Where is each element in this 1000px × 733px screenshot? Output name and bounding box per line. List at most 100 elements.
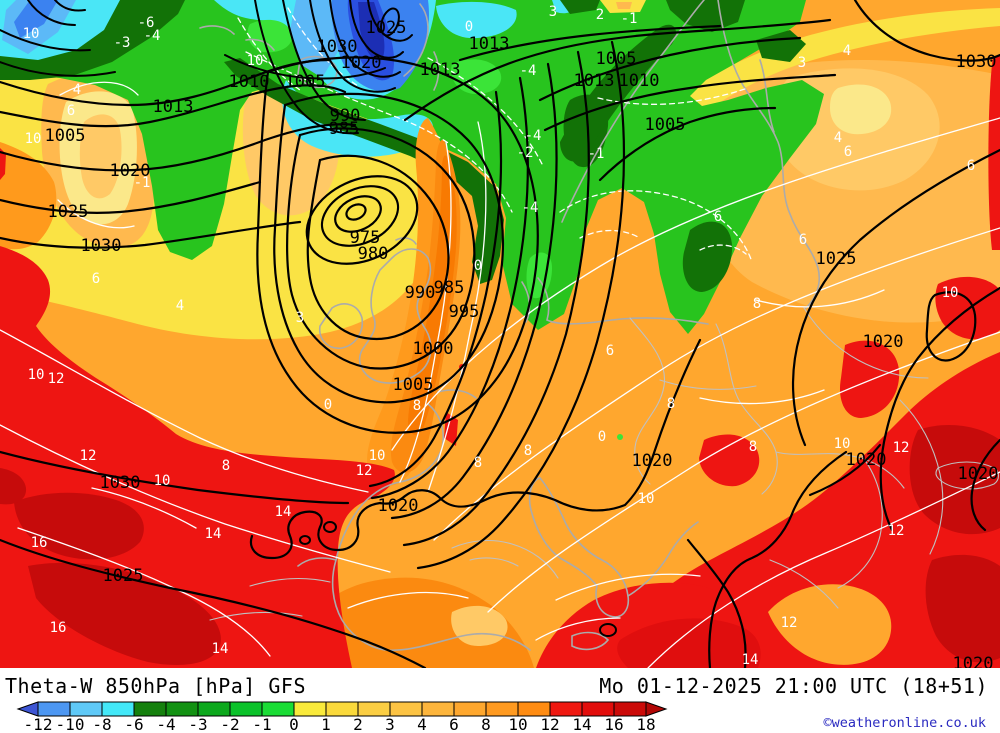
thetaw-contour-label: 6 [714,209,722,225]
thetaw-contour-label: 6 [967,158,975,174]
colorbar-tick-label: 1 [321,715,331,733]
thetaw-contour-label: 10 [154,473,171,489]
thetaw-contour-label: 3 [549,4,557,20]
thetaw-contour-label: 12 [356,463,373,479]
colorbar-tick-label: -8 [92,715,111,733]
thetaw-contour-label: 6 [92,271,100,287]
pressure-contour-label: 1005 [645,115,686,135]
colorbar-segment [325,701,359,717]
thetaw-contour-label: 8 [524,443,532,459]
pressure-contour-label: 1005 [285,72,326,92]
pressure-contour-label: 985 [434,278,465,298]
pressure-contour-label: 980 [358,244,389,264]
thetaw-contour-label: 8 [413,398,421,414]
thetaw-contour-label: 6 [799,232,807,248]
thetaw-contour-label: 16 [50,620,67,636]
colorbar-tick-label: 14 [572,715,591,733]
thetaw-contour-label: 4 [176,298,184,314]
thetaw-contour-label: -4 [144,28,161,44]
pressure-contour-label: 1020 [341,53,382,73]
thetaw-contour-label: 14 [205,526,222,542]
pressure-contour-label: 1025 [816,249,857,269]
thetaw-contour-label: -1 [588,146,605,162]
thetaw-contour-label: 10 [25,131,42,147]
pressure-contour-label: 1010 [619,71,660,91]
thetaw-contour-label: 8 [474,455,482,471]
thetaw-contour-label: 14 [212,641,229,657]
colorbar-segment [485,701,519,717]
colorbar-segment [549,701,583,717]
pressure-contour-label: 1030 [317,37,358,57]
colorbar-segment [389,701,423,717]
thetaw-contour-label: -4 [520,63,537,79]
colorbar-tick-label: -2 [220,715,239,733]
thetaw-contour-label: 12 [888,523,905,539]
thetaw-contour-label: 12 [48,371,65,387]
colorbar-segment [613,701,647,717]
colorbar-segment [229,701,263,717]
pressure-contour-label: 1030 [81,236,122,256]
colorbar-tick-label: -10 [56,715,85,733]
thetaw-contour-label: 0 [474,258,482,274]
thetaw-contour-label: 12 [893,440,910,456]
colorbar-tick-label: -12 [24,715,53,733]
thetaw-contour-label: 12 [80,448,97,464]
thetaw-contour-label: -1 [621,11,638,27]
thetaw-contour-label: 10 [369,448,386,464]
pressure-contour-label: 1020 [110,161,151,181]
pressure-contour-label: 1013 [153,97,194,117]
colorbar-segment [581,701,615,717]
thetaw-contour-label: 4 [834,130,842,146]
pressure-contour-label: 1000 [413,339,454,359]
colorbar-segment [165,701,199,717]
thetaw-contour-label: -4 [522,200,539,216]
thetaw-contour-label: 0 [324,397,332,413]
colorbar-tick-label: 12 [540,715,559,733]
pressure-contour-label: 1025 [103,566,144,586]
colorbar-tick-label: -3 [188,715,207,733]
pressure-contour-label: 1013 [420,60,461,80]
colorbar-tick-label: 10 [508,715,527,733]
coastlines [199,0,1000,652]
thetaw-contour-label: 8 [753,296,761,312]
pressure-contours [0,0,1000,668]
pressure-contour-label: 1020 [632,451,673,471]
pressure-contour-label: 1020 [958,464,999,484]
thetaw-contour-label: 6 [606,343,614,359]
thetaw-contour-label: 0 [598,429,606,445]
pressure-contour-label: 985 [329,119,360,139]
thetaw-contour-label: 10 [28,367,45,383]
thetaw-contour-label: -6 [138,15,155,31]
valid-datetime: Mo 01-12-2025 21:00 UTC (18+51) [599,674,988,698]
thetaw-contour-label: 8 [222,458,230,474]
colorbar-segment [197,701,231,717]
colorbar-arrow-left [16,701,39,717]
thetaw-contour-label: 10 [834,436,851,452]
thetaw-contour-label: 14 [275,504,292,520]
colorbar-tick-label: 8 [481,715,491,733]
thetaw-contour-label: 3 [798,55,806,71]
copyright-text: ©weatheronline.co.uk [823,715,986,731]
pressure-contour-label: 1020 [378,496,419,516]
chart-footer: Theta-W 850hPa [hPa] GFS Mo 01-12-2025 2… [0,668,1000,733]
thetaw-contour-label: -1 [134,175,151,191]
colorbar-segment [133,701,167,717]
thetaw-contour-label: 6 [844,144,852,160]
pressure-contour-label: 1010 [229,72,270,92]
thetaw-contour-label: 4 [843,43,851,59]
colorbar-segment [37,701,71,717]
pressure-contour-label: 1025 [48,202,89,222]
colorbar-tick-label: 16 [604,715,623,733]
pressure-contour-label: 995 [449,302,480,322]
thetaw-contours [0,7,1000,668]
thetaw-contour-label: -3 [114,35,131,51]
thetaw-contour-label: 16 [31,535,48,551]
colorbar-segment [453,701,487,717]
thetaw-contour-label: 3 [296,310,304,326]
chart-title: Theta-W 850hPa [hPa] GFS [5,674,306,698]
pressure-contour-label: 1025 [366,18,407,38]
